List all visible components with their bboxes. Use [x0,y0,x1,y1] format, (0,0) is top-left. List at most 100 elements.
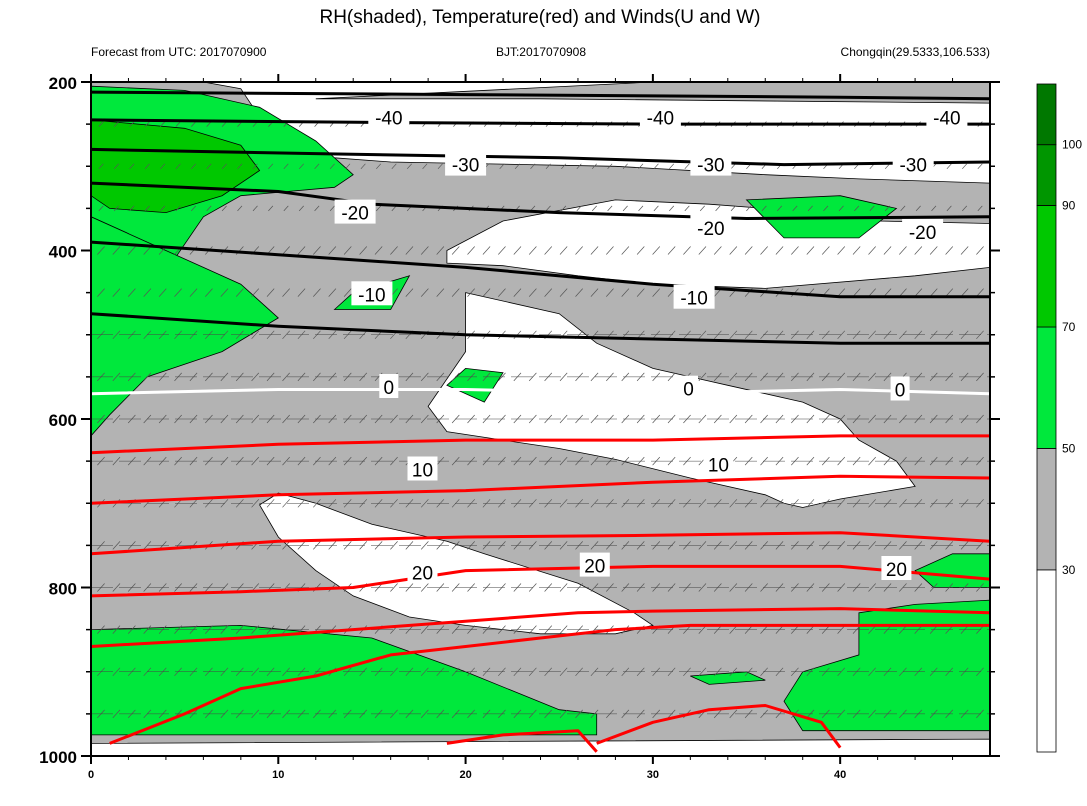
contour-label-text: -40 [647,108,674,129]
wind-barb [729,667,738,677]
wind-barb [729,709,738,719]
rh-region-5 [91,738,990,756]
wind-barb [807,205,813,212]
wind-barb [559,709,568,719]
wind-barb [498,288,506,297]
contour-label-box [890,376,910,401]
colorbar-swatch [1036,326,1057,449]
plot-area: -40 -40 -40 -30 -30 -30 -20 -20 -20 -10 -10 0 0 0 10 10… [39,74,1000,781]
wind-barb [868,372,876,382]
wind-barb [729,541,738,550]
wind-barb [237,163,243,170]
wind-barb [436,246,445,255]
wind-barb [883,288,892,297]
temperature-contour-30 [596,704,842,749]
contour-label-text: -10 [358,285,385,306]
wind-barb [112,625,121,634]
y-tick-label: 600 [49,411,77,430]
wind-barb [298,205,304,212]
wind-barb [191,121,197,127]
contour-label: -30 [892,151,934,177]
temperature-contour-0 [91,388,990,396]
wind-barb [868,246,876,255]
temperature-contour--10 [91,240,990,299]
contour-label-box [690,214,732,239]
wind-barb [144,121,150,127]
wind-barb [559,288,568,297]
wind-barb [144,163,150,170]
wind-barb [112,583,121,592]
wind-barb [744,246,753,255]
wind-barb [297,246,306,255]
wind-barb [559,583,568,592]
wind-barb [591,163,597,170]
wind-barb [575,288,583,297]
y-tick-label: 200 [49,74,77,93]
contour-label-box [902,219,944,243]
contour-label-text: -40 [375,108,402,129]
wind-barb [899,414,907,424]
wind-barb [653,205,659,212]
wind-barb [143,246,152,255]
wind-barb [528,246,537,255]
wind-barb [559,246,568,255]
wind-barb [544,288,553,297]
wind-barb [621,288,630,297]
wind-barb [946,205,952,212]
chart-title: RH(shaded), Temperature(red) and Winds(U… [319,7,760,28]
contour-label: -30 [445,151,487,177]
wind-barb [97,288,105,297]
wind-barb [622,205,628,212]
wind-barb [837,499,846,508]
wind-barb [237,205,243,212]
contour-label-box [690,151,732,176]
wind-barb [112,330,121,340]
wind-barb [499,163,505,170]
temperature-contour-0 [91,434,990,455]
wind-barb [221,205,227,212]
forecast-label: Forecast from UTC: 2017070900 [91,45,267,59]
contour-label-box [703,451,734,476]
wind-barb [590,456,599,466]
wind-barb [977,163,983,170]
wind-barb [420,625,429,634]
contour-labels: -40 -40 -40 -30 -30 -30 -20 -20 -20 -10 -10 0 0 0 10 10… [334,104,968,584]
temperature-contour--10 [91,312,990,345]
wind-barb [158,288,167,297]
wind-barb [298,163,304,170]
wind-barb [559,456,568,466]
wind-barb [127,246,136,255]
contour-label: -40 [926,104,968,129]
rh-region-12 [914,553,990,588]
wind-barb [652,288,661,297]
wind-barb [669,163,675,170]
wind-barb [530,163,536,170]
wind-barb [175,121,181,127]
wind-barb [112,288,121,297]
wind-barb [282,246,290,255]
wind-barb [730,205,736,212]
wind-barb [699,205,705,212]
wind-barb [268,163,274,170]
wind-barb [251,414,260,424]
temperature-contour-30 [91,607,990,648]
wind-barb [251,456,260,466]
contour-label-text: 10 [412,461,433,482]
contour-label-box [926,104,968,129]
contour-label-box [579,552,610,577]
temperature-contour-20 [91,564,990,598]
wind-barb [852,288,861,297]
wind-barb [899,456,907,466]
wind-barb [868,583,876,592]
wind-barb [929,246,938,255]
wind-barb [698,414,707,424]
wind-barb [282,330,290,340]
x-tick-label: 30 [647,769,659,781]
contour-label-box [673,284,715,309]
wind-barb [838,205,844,212]
wind-barb [420,541,429,550]
wind-barb [698,667,707,677]
wind-barb [868,667,876,677]
wind-barb [775,246,784,255]
wind-barb [823,205,829,212]
